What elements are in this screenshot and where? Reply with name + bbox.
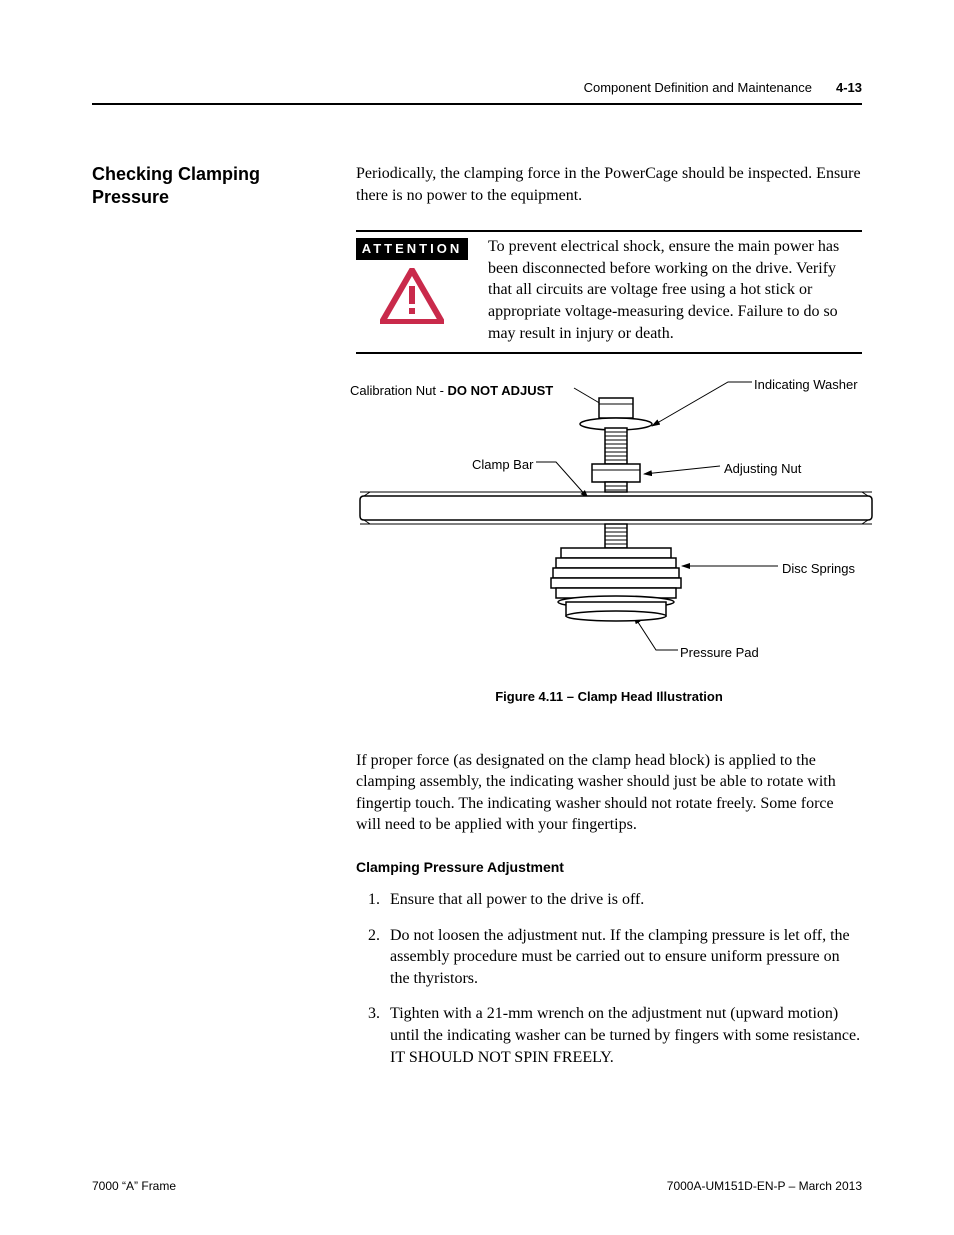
figure-clamp-head: Calibration Nut - DO NOT ADJUST Indicati… [356,372,862,682]
steps-list: Ensure that all power to the drive is of… [356,889,862,1068]
attention-badge: ATTENTION [356,238,468,260]
lead-paragraph: Periodically, the clamping force in the … [356,163,862,206]
subheading: Clamping Pressure Adjustment [356,858,862,877]
step-item: Tighten with a 21-mm wrench on the adjus… [384,1003,862,1068]
figure-caption: Figure 4.11 – Clamp Head Illustration [356,688,862,706]
attention-text: To prevent electrical shock, ensure the … [488,236,862,344]
running-header: Component Definition and Maintenance 4-1… [92,80,862,105]
attention-callout: ATTENTION To prevent electrical shock, e… [356,230,862,354]
header-section-title: Component Definition and Maintenance [584,80,812,95]
page: Component Definition and Maintenance 4-1… [0,0,954,1235]
content-row: Checking Clamping Pressure Periodically,… [92,163,862,1082]
footer-left: 7000 “A” Frame [92,1179,176,1193]
post-figure-paragraph: If proper force (as designated on the cl… [356,750,862,836]
step-item: Do not loosen the adjustment nut. If the… [384,925,862,990]
page-footer: 7000 “A” Frame 7000A-UM151D-EN-P – March… [92,1179,862,1193]
attention-icon-column: ATTENTION [356,236,468,344]
step-item: Ensure that all power to the drive is of… [384,889,862,911]
clamp-head-diagram [356,372,876,682]
footer-right: 7000A-UM151D-EN-P – March 2013 [667,1179,862,1193]
side-heading: Checking Clamping Pressure [92,163,332,1082]
main-column: Periodically, the clamping force in the … [356,163,862,1082]
warning-triangle-icon [380,268,444,324]
header-page-number: 4-13 [836,80,862,95]
